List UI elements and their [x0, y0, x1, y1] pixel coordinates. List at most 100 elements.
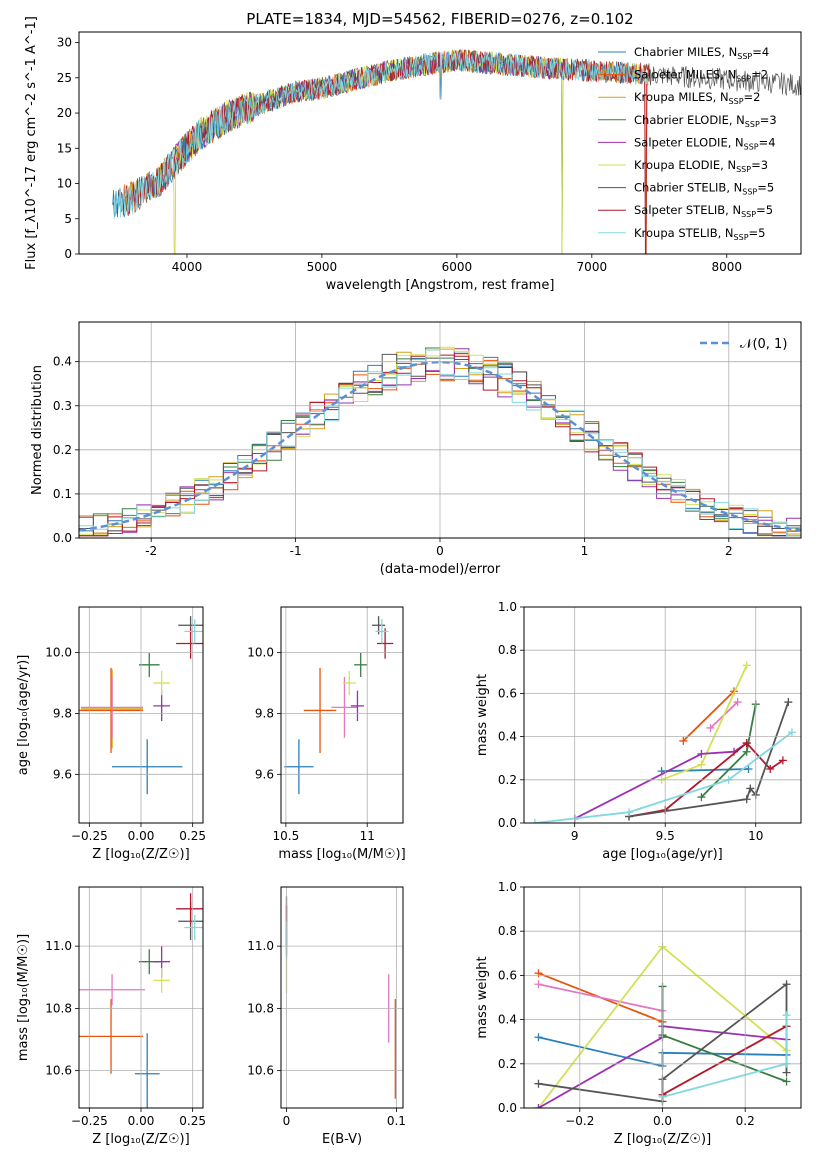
axes-frame [78, 31, 802, 255]
weight-line-salpeter_stelib [662, 1025, 787, 1096]
x-axis-label: E(B-V) [322, 1132, 362, 1147]
weight-marker-pink [534, 980, 543, 989]
x-tick-label: 1 [581, 544, 589, 558]
weight-line-pink [538, 983, 663, 1012]
x-tick-label: 5000 [307, 260, 338, 274]
x-tick-label: 10.5 [273, 829, 300, 843]
x-tick-label: 0.25 [179, 1114, 206, 1128]
chart-spectrum: 4000 5000 6000 7000 8000 0 5 10 15 20 25 30 waveleng… [24, 10, 802, 293]
weight-line-salpeter_elodie [574, 742, 748, 820]
y-tick-label: 0.0 [53, 531, 72, 545]
legend-label-chabrier_miles: Chabrier MILES, NSSP=4 [634, 45, 769, 61]
x-tick-label: −0.25 [71, 829, 108, 843]
y-tick-label: 1.0 [498, 600, 517, 614]
y-axis-label: Normed distribution [30, 365, 45, 495]
plot-area [79, 893, 203, 1108]
legend-label-kroupa_miles: Kroupa MILES, NSSP=2 [634, 90, 760, 106]
y-tick-label: 0.8 [498, 924, 517, 938]
y-tick-label: 0.4 [53, 355, 72, 369]
y-tick-label: 9.6 [255, 767, 274, 781]
weight-line-kroupa_stelib [534, 731, 793, 823]
y-tick-label: 10.0 [247, 646, 274, 660]
weight-marker-salpeter_miles [534, 969, 543, 978]
legend-label-gaussian: 𝒩(0, 1) [740, 337, 787, 352]
legend-label-chabrier_stelib: Chabrier STELIB, NSSP=5 [634, 181, 774, 197]
x-tick-label: 0.0 [653, 1114, 672, 1128]
x-tick-label: 0 [283, 1114, 291, 1128]
x-axis-label: wavelength [Angstrom, rest frame] [326, 278, 555, 293]
x-tick-label: 4000 [172, 260, 203, 274]
x-tick-label: 0.00 [128, 829, 155, 843]
x-tick-label: 7000 [577, 260, 608, 274]
x-tick-label: -2 [145, 544, 157, 558]
chart-age_vs_mass: 10.5 11 9.6 9.8 10.0 mass [log₁₀(M/M☉)] [247, 606, 406, 862]
x-tick-label: 0.2 [736, 1114, 755, 1128]
plot-area [79, 616, 203, 795]
y-tick-label: 10.8 [247, 1001, 274, 1015]
y-tick-label: 0.0 [498, 1101, 517, 1115]
weight-marker-chabrier_stelib [782, 980, 791, 989]
legend-label-kroupa_elodie: Kroupa ELODIE, NSSP=3 [634, 158, 768, 174]
y-tick-label: 11.0 [247, 939, 274, 953]
x-axis-label: mass [log₁₀(M/M☉)] [278, 847, 405, 862]
y-tick-label: 10.0 [45, 646, 72, 660]
y-tick-label: 0.4 [498, 1013, 517, 1027]
plot-area [112, 48, 801, 254]
y-axis-label: age [log₁₀(age/yr)] [16, 655, 31, 776]
y-tick-label: 0.6 [498, 686, 517, 700]
weight-line-chabrier_stelib [628, 701, 790, 818]
spectrum-series-salpeter_miles [123, 49, 651, 254]
x-tick-label: 2 [725, 544, 733, 558]
x-tick-label: 0.25 [179, 829, 206, 843]
weight-line-chabrier_miles [661, 768, 749, 773]
y-tick-label: 9.8 [255, 706, 274, 720]
weight-line-kroupa_elodie [661, 664, 748, 781]
chart-weight_vs_age: 9 9.5 10 0.0 0.2 0.4 0.6 0.8 1.0 age [log₁₀(age/y… [475, 600, 802, 862]
weight-marker-chabrier_miles [534, 1033, 543, 1042]
x-tick-label: 0.1 [387, 1114, 406, 1128]
weight-marker-salpeter_stelib [742, 739, 751, 748]
y-tick-label: 1.0 [498, 880, 517, 894]
axes-frame [523, 606, 802, 824]
weight-marker-chabrier_stelib [746, 784, 755, 793]
weight-marker-chabrier_stelib [782, 1068, 791, 1077]
y-tick-label: 0.2 [498, 1057, 517, 1071]
axes-frame [78, 606, 204, 824]
chart-title: PLATE=1834, MJD=54562, FIBERID=0276, z=0… [246, 10, 633, 28]
weight-marker-chabrier_stelib [784, 698, 793, 707]
weight-marker-kroupa_stelib [782, 1011, 791, 1020]
weight-marker-salpeter_stelib [778, 756, 787, 765]
y-tick-label: 0.2 [498, 773, 517, 787]
weight-marker-chabrier_stelib [742, 795, 751, 804]
y-tick-label: 30 [57, 36, 72, 50]
y-tick-label: 10.8 [45, 1001, 72, 1015]
y-tick-label: 0.2 [53, 443, 72, 457]
y-axis-label: mass weight [475, 674, 490, 756]
y-tick-label: 10 [57, 177, 72, 191]
weight-marker-kroupa_stelib [787, 728, 796, 737]
y-tick-label: 0.4 [498, 730, 517, 744]
y-tick-label: 0 [64, 247, 72, 261]
weight-marker-chabrier_elodie [742, 747, 751, 756]
x-tick-label: −0.25 [71, 1114, 108, 1128]
y-tick-label: 0.0 [498, 816, 517, 830]
legend-label-kroupa_stelib: Kroupa STELIB, NSSP=5 [634, 226, 765, 242]
weight-marker-chabrier_elodie [697, 793, 706, 802]
plot-area [284, 616, 394, 795]
weight-marker-salpeter_elodie [697, 749, 706, 758]
y-tick-label: 25 [57, 71, 72, 85]
y-tick-label: 20 [57, 106, 72, 120]
weight-marker-salpeter_stelib [766, 765, 775, 773]
y-tick-label: 10.6 [45, 1064, 72, 1078]
spectrum-series-salpeter_stelib [121, 49, 649, 254]
x-axis-label: (data-model)/error [380, 562, 501, 577]
y-axis-label: Flux [f_λ10^-17 erg cm^-2 s^-1 A^-1] [24, 16, 39, 270]
x-tick-label: 6000 [442, 260, 473, 274]
weight-marker-kroupa_elodie [697, 760, 706, 769]
weight-marker-chabrier_stelib [534, 1079, 543, 1088]
weight-line-salpeter_miles [682, 690, 735, 742]
x-tick-label: −0.2 [565, 1114, 594, 1128]
axes-frame [280, 886, 404, 1109]
plot-area [530, 661, 796, 823]
x-axis-label: Z [log₁₀(Z/Z☉)] [92, 847, 189, 862]
